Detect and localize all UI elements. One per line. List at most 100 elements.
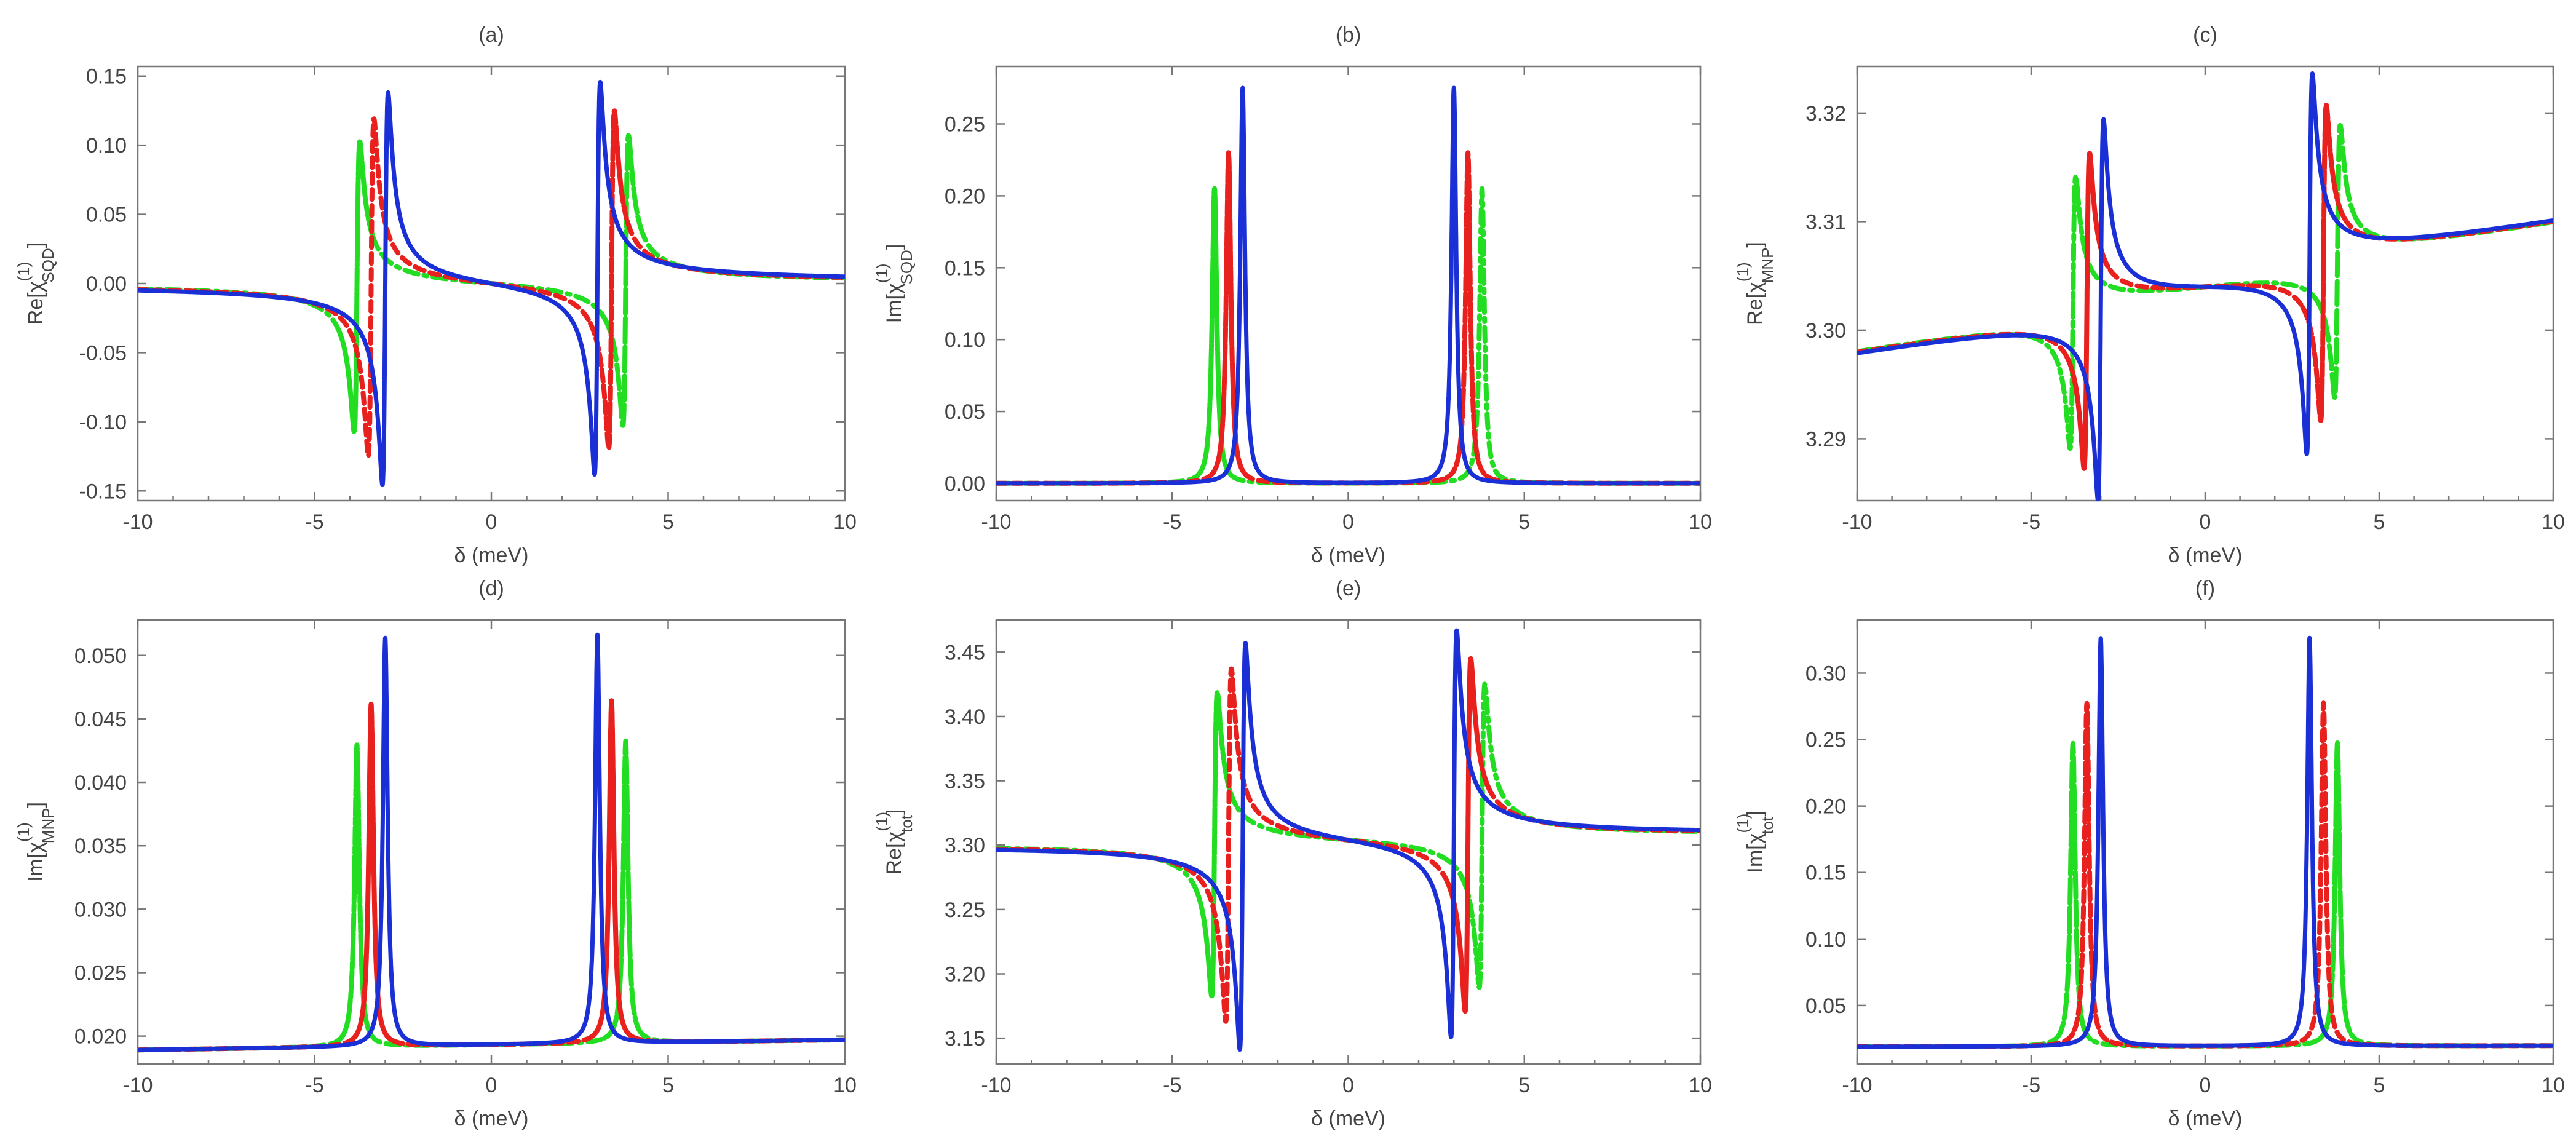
y-tick-label: 0.15 — [86, 65, 127, 89]
y-tick-label: 0.040 — [74, 771, 127, 795]
y-tick-label: 0.20 — [1805, 795, 1846, 819]
plot-frame — [995, 65, 1702, 502]
y-tick-label: 0.050 — [74, 645, 127, 668]
x-tick-label: -5 — [2022, 1074, 2040, 1097]
x-tick-label: -10 — [1842, 1074, 1872, 1097]
y-tick-label: 3.45 — [945, 641, 985, 664]
curves — [996, 628, 1700, 1052]
panel-d: (d) -10 -5 0 5 10 0.020 0.025 0.030 0.035 0.040 0.0… — [14, 577, 857, 1130]
panel-title: (c) — [2193, 23, 2217, 47]
x-tick-label: -10 — [122, 510, 153, 534]
panel-f: (f) -10 -5 0 5 10 0.05 0.10 0.15 0.20 0.25 0.30 δ (m… — [1734, 577, 2565, 1130]
x-axis-title: δ (meV) — [2168, 1107, 2243, 1130]
x-axis-title: δ (meV) — [1311, 544, 1385, 567]
y-axis-title: Re[χ(1) SQD] — [14, 242, 57, 325]
x-tick-label: -5 — [2022, 510, 2040, 534]
x-tick-label: 5 — [2374, 1074, 2385, 1097]
y-tick-label: 3.29 — [1805, 427, 1846, 451]
x-tick-label: 5 — [662, 510, 674, 534]
y-tick-label: 3.20 — [945, 963, 985, 986]
y-tick-label: 0.25 — [945, 113, 985, 137]
y-tick-label: 0.10 — [1805, 928, 1846, 951]
x-tick-label: -10 — [122, 1074, 153, 1097]
y-axis-title: Im[χ(1) MNP] — [14, 802, 57, 882]
x-tick-label: -5 — [1163, 1074, 1181, 1097]
x-tick-label: 10 — [2542, 510, 2565, 534]
x-tick-label: 0 — [486, 510, 497, 534]
x-tick-label: -10 — [981, 1074, 1011, 1097]
series-dash-dot — [138, 738, 845, 1053]
x-axis-title: δ (meV) — [454, 1107, 529, 1130]
y-tick-label: 3.25 — [945, 899, 985, 922]
x-tick-label: 5 — [662, 1074, 674, 1097]
y-tick-label: 0.05 — [86, 204, 127, 227]
panel-title: (a) — [478, 23, 504, 47]
x-tick-label: 10 — [2542, 1074, 2565, 1097]
y-tick-label: -0.10 — [79, 411, 127, 434]
x-tick-label: 5 — [1518, 1074, 1530, 1097]
plot-frame — [137, 619, 846, 1065]
y-axis-title: Re[χ(1) MNP] — [1734, 242, 1777, 325]
y-tick-label: 3.30 — [945, 834, 985, 857]
y-tick-label: 0.25 — [1805, 729, 1846, 752]
y-tick-label: 0.05 — [1805, 994, 1846, 1018]
y-tick-label: 3.30 — [1805, 319, 1846, 343]
curves — [138, 79, 845, 488]
y-axis-title: Re[χ(1) tot] — [873, 809, 916, 875]
series-solid — [138, 79, 845, 488]
panel-title: (e) — [1336, 577, 1361, 600]
y-tick-label: 0.025 — [74, 961, 127, 985]
panel-title: (d) — [478, 577, 504, 600]
x-tick-label: -5 — [305, 510, 323, 534]
y-tick-label: 0.10 — [86, 134, 127, 157]
y-tick-label: -0.05 — [79, 341, 127, 365]
series-solid — [1857, 71, 2553, 501]
x-tick-label: 0 — [2200, 510, 2211, 534]
y-tick-label: 0.05 — [945, 400, 985, 424]
x-tick-label: -10 — [981, 510, 1011, 534]
x-axis-title: δ (meV) — [454, 544, 529, 567]
panel-a: (a) -10 -5 0 5 10 -0.15 -0.10 -0.05 0.00 0.05 0.10 0… — [14, 23, 857, 567]
series-dash-dot — [996, 186, 1700, 486]
series-solid — [996, 85, 1700, 486]
series-dash-dot — [1857, 740, 2553, 1049]
y-tick-label: 0.10 — [945, 328, 985, 352]
x-tick-label: -5 — [305, 1074, 323, 1097]
y-tick-label: 3.32 — [1805, 102, 1846, 125]
y-tick-label: 0.00 — [86, 272, 127, 296]
series-solid — [996, 628, 1700, 1052]
x-tick-label: -10 — [1842, 510, 1872, 534]
y-tick-label: 0.20 — [945, 185, 985, 208]
series-solid — [1857, 635, 2553, 1049]
x-axis-title: δ (meV) — [2168, 544, 2243, 567]
panel-title: (f) — [2195, 577, 2215, 600]
x-tick-label: -5 — [1163, 510, 1181, 534]
x-tick-label: 10 — [833, 510, 857, 534]
series-solid — [138, 632, 845, 1052]
panel-c: (c) -10 -5 0 5 10 3.29 3.30 3.31 3.32 δ (meV) Re[χ(… — [1734, 23, 2565, 567]
y-tick-label: 3.35 — [945, 770, 985, 793]
y-tick-label: 0.15 — [1805, 862, 1846, 885]
x-axis-title: δ (meV) — [1311, 1107, 1385, 1130]
x-tick-label: 10 — [1689, 1074, 1712, 1097]
y-tick-label: 3.15 — [945, 1027, 985, 1050]
y-tick-label: 0.30 — [1805, 662, 1846, 685]
panel-title: (b) — [1336, 23, 1361, 47]
y-axis-title: Im[χ(1) SQD] — [873, 244, 916, 323]
curves — [996, 85, 1700, 486]
y-tick-label: 0.15 — [945, 256, 985, 280]
plot-frame — [1856, 619, 2554, 1065]
series-dashed — [138, 698, 845, 1053]
plot-frame — [1856, 65, 2554, 502]
y-axis-title: Im[χ(1) tot] — [1734, 811, 1777, 873]
y-tick-label: 0.035 — [74, 835, 127, 858]
curves — [1857, 635, 2553, 1049]
y-tick-label: 0.00 — [945, 472, 985, 496]
panel-e: (e) -10 -5 0 5 10 3.15 3.20 3.25 3.30 3.35 3.40 3.45… — [873, 577, 1712, 1130]
x-tick-label: 10 — [1689, 510, 1712, 534]
y-tick-label: 0.030 — [74, 898, 127, 921]
series-dashed — [996, 150, 1700, 486]
x-tick-label: 0 — [2200, 1074, 2211, 1097]
x-tick-label: 10 — [833, 1074, 857, 1097]
curves — [1857, 71, 2553, 501]
